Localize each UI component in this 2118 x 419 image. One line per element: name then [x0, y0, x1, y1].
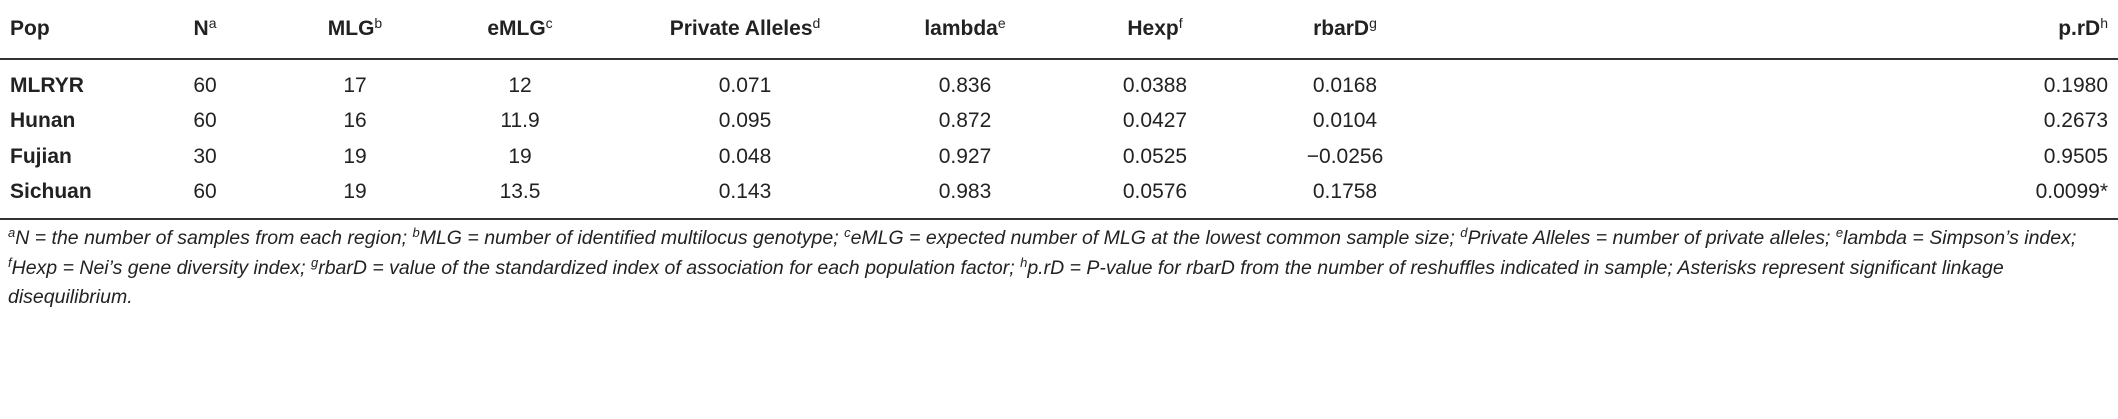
- footnote: bMLG = number of identified multilocus g…: [412, 225, 839, 249]
- footnote-mark: b: [412, 225, 420, 240]
- footnote-mark: c: [844, 225, 851, 240]
- footnote-mark: g: [1369, 15, 1377, 31]
- row-label: Hunan: [10, 109, 76, 133]
- header-text: N: [193, 17, 209, 40]
- footnote-mark: b: [374, 15, 383, 31]
- footnote: grbarD = value of the standardized index…: [310, 254, 1015, 279]
- table-header: Pop Na MLGb eMLGc Private Allelesd lambdae Hex…: [0, 0, 2118, 60]
- footnote-mark: e: [997, 15, 1006, 31]
- footnote-mark: f: [1178, 15, 1183, 31]
- cell: −0.0256: [1306, 144, 1384, 168]
- footnote: fHexp = Nei’s gene diversity index;: [8, 254, 306, 279]
- cell: 17: [343, 73, 367, 97]
- table-row: MLRYR 60 17 12 0.071 0.836 0.0388 0.0168 0.1980: [0, 59, 2118, 104]
- row-label: Fujian: [10, 144, 72, 168]
- footnote: elambda = Simpson’s index;: [1835, 225, 2077, 249]
- footnote-mark: d: [812, 15, 821, 31]
- footnote: dPrivate Alleles = number of private all…: [1460, 225, 1831, 249]
- header-cell: Hexpf: [1050, 0, 1260, 60]
- cell: 0.0427: [1122, 109, 1188, 133]
- cell: 13.5: [499, 180, 541, 204]
- cell: 0.143: [718, 180, 772, 204]
- cell: 19: [343, 180, 367, 204]
- header-text: Pop: [10, 17, 50, 40]
- cell: 60: [193, 109, 217, 133]
- header-row: Pop Na MLGb eMLGc Private Allelesd lambdae Hex…: [0, 0, 2118, 60]
- footnote-mark: h: [1020, 254, 1028, 270]
- footnote-text: Hexp = Nei’s gene diversity index;: [11, 256, 306, 279]
- footnote-text: Private Alleles = number of private alle…: [1467, 227, 1831, 249]
- table-row: Fujian 30 19 19 0.048 0.927 0.0525 −0.0256 0.950…: [0, 139, 2118, 175]
- cell: 0.0099*: [2035, 180, 2108, 204]
- cell: 12: [508, 73, 532, 97]
- cell: 0.9505: [2043, 144, 2108, 168]
- table-body: MLRYR 60 17 12 0.071 0.836 0.0388 0.0168 0.1980 H…: [0, 59, 2118, 219]
- header-cell: p.rDh: [1430, 0, 2118, 60]
- footnote-mark: g: [310, 254, 319, 270]
- table-row: Sichuan 60 19 13.5 0.143 0.983 0.0576 0.1758 0.0…: [0, 175, 2118, 220]
- header-text: Private Alleles: [669, 17, 813, 40]
- row-label: MLRYR: [10, 73, 84, 97]
- footnote-mark: a: [208, 15, 217, 31]
- footnote-text: p.rD = P-value for rbarD from the number…: [8, 256, 2004, 309]
- cell: 16: [343, 109, 367, 133]
- cell: 0.927: [938, 144, 992, 168]
- cell: 19: [343, 144, 367, 168]
- footnotes: aN = the number of samples from each reg…: [8, 224, 2108, 313]
- header-cell: MLGb: [280, 0, 430, 60]
- footnote-text: lambda = Simpson’s index;: [1843, 227, 2077, 249]
- table-row: Hunan 60 16 11.9 0.095 0.872 0.0427 0.0104 0.267…: [0, 104, 2118, 140]
- header-text: rbarD: [1313, 17, 1370, 40]
- footnote-text: eMLG = expected number of MLG at the low…: [850, 227, 1455, 249]
- cell: 0.095: [718, 109, 772, 133]
- cell: 0.1758: [1312, 180, 1378, 204]
- footnote-mark: h: [2100, 15, 2108, 31]
- cell: 30: [193, 144, 217, 168]
- row-label: Sichuan: [10, 180, 92, 204]
- footnote-mark: f: [8, 254, 12, 270]
- cell: 0.983: [938, 180, 992, 204]
- cell: 19: [508, 144, 532, 168]
- cell: 0.0525: [1122, 144, 1188, 168]
- header-text: eMLG: [487, 17, 546, 40]
- cell: 0.0104: [1312, 109, 1378, 133]
- header-cell: lambdae: [880, 0, 1050, 60]
- footnote-mark: e: [1835, 225, 1844, 240]
- header-cell: eMLGc: [430, 0, 610, 60]
- cell: 0.2673: [2043, 109, 2108, 133]
- cell: 0.0576: [1122, 180, 1188, 204]
- header-cell: Pop: [0, 0, 130, 60]
- header-cell: Private Allelesd: [610, 0, 880, 60]
- header-text: p.rD: [2058, 17, 2101, 40]
- cell: 0.071: [718, 73, 772, 97]
- footnote-mark: c: [545, 15, 553, 31]
- footnote-mark: a: [8, 225, 16, 240]
- cell: 0.872: [938, 109, 992, 133]
- cell: 0.1980: [2043, 73, 2108, 97]
- cell: 60: [193, 180, 217, 204]
- data-table: Pop Na MLGb eMLGc Private Allelesd lambdae Hex…: [0, 0, 2118, 220]
- cell: 0.0388: [1122, 73, 1188, 97]
- cell: 0.836: [938, 73, 992, 97]
- cell: 11.9: [500, 109, 540, 133]
- footnote-text: MLG = number of identified multilocus ge…: [419, 227, 839, 249]
- cell: 60: [193, 73, 217, 97]
- header-cell: rbarDg: [1260, 0, 1430, 60]
- header-text: lambda: [924, 17, 998, 40]
- footnote: ceMLG = expected number of MLG at the lo…: [844, 225, 1455, 249]
- header-text: Hexp: [1127, 17, 1179, 40]
- cell: 0.048: [718, 144, 772, 168]
- footnote-mark: d: [1460, 225, 1468, 240]
- header-cell: Na: [130, 0, 280, 60]
- footnote: aN = the number of samples from each reg…: [8, 225, 408, 249]
- footnote-text: N = the number of samples from each regi…: [15, 227, 408, 249]
- footnote-text: rbarD = value of the standardized index …: [318, 256, 1015, 279]
- footnote: hp.rD = P-value for rbarD from the numbe…: [8, 254, 2004, 309]
- header-text: MLG: [327, 17, 375, 40]
- cell: 0.0168: [1312, 73, 1378, 97]
